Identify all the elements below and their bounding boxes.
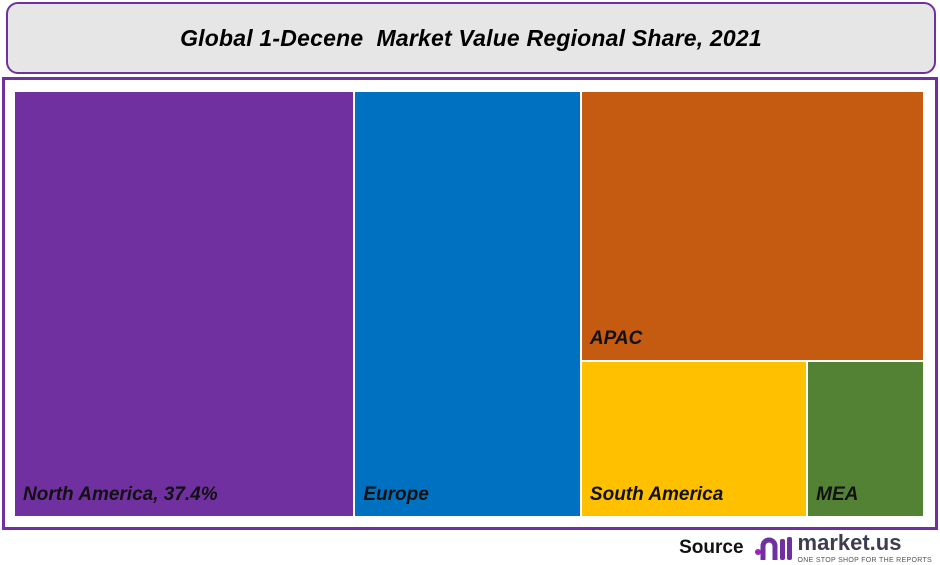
treemap-cell-south-america: South America (580, 361, 808, 517)
treemap-label: APAC (589, 328, 643, 350)
treemap-label: Europe (363, 484, 429, 505)
chart-title: Global 1-Decene Market Value Regional Sh… (180, 24, 762, 51)
treemap-label: South America (589, 483, 724, 505)
source-footer: Source market.us ONE STOP SHOP FOR THE R… (679, 531, 932, 565)
brand-block: market.us ONE STOP SHOP FOR THE REPORTS (798, 531, 932, 565)
treemap-cell-europe: Europe (354, 91, 581, 517)
treemap-cell-apac: APAC (580, 91, 924, 362)
market-us-logo[interactable]: market.us ONE STOP SHOP FOR THE REPORTS (754, 531, 932, 565)
brand-tagline: ONE STOP SHOP FOR THE REPORTS (797, 557, 932, 564)
treemap-label: MEA (816, 483, 859, 505)
title-box: Global 1-Decene Market Value Regional Sh… (6, 2, 936, 74)
treemap-cell-north-america: North America, 37.4% (14, 91, 355, 517)
brand-name: market.us (797, 530, 902, 555)
treemap-label: North America, 37.4% (23, 484, 218, 505)
treemap: North America, 37.4% Europe APAC South Amer… (14, 91, 924, 517)
treemap-cell-mea: MEA (807, 361, 924, 517)
source-label: Source (679, 537, 744, 558)
market-us-logo-icon (754, 537, 792, 560)
